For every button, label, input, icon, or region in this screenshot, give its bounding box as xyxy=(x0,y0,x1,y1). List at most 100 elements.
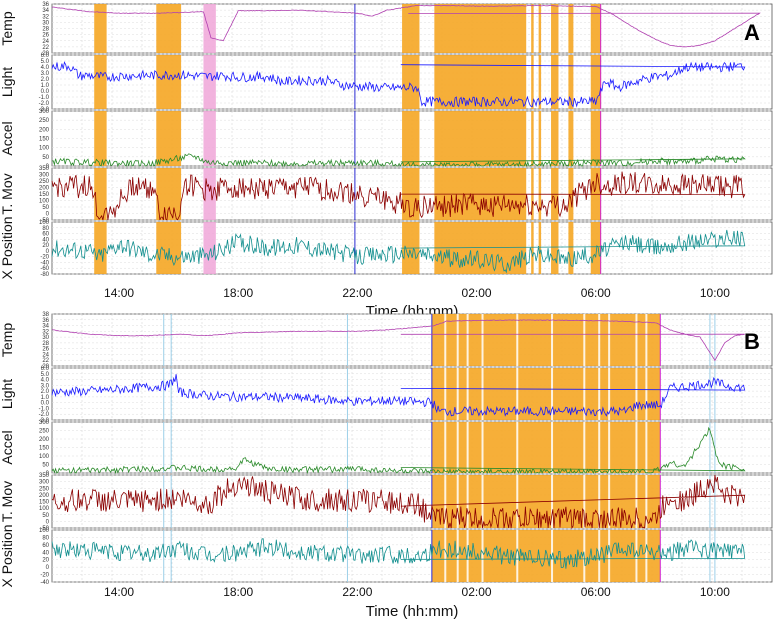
band-gap xyxy=(516,314,519,366)
y-tick-label: 100 xyxy=(39,528,50,534)
y-tick-label: 100 xyxy=(39,146,50,152)
active-period-band xyxy=(156,168,182,220)
y-tick-label: 24 xyxy=(42,39,49,45)
y-axis-label: Light xyxy=(0,67,15,97)
y-tick-label: 100 xyxy=(39,454,50,460)
active-period-band xyxy=(590,4,601,53)
y-tick-label: 20 xyxy=(42,364,49,370)
x-axis-title: Time (hh:mm) xyxy=(366,603,459,620)
active-period-band xyxy=(94,55,107,109)
y-tick-label: 150 xyxy=(39,137,50,143)
y-tick-label: 30 xyxy=(42,335,49,341)
y-tick-label: 100 xyxy=(39,220,50,226)
active-period-band xyxy=(431,530,661,582)
band-gap xyxy=(608,368,611,420)
band-gap xyxy=(583,422,586,473)
y-tick-label: 4.0 xyxy=(41,65,50,71)
y-tick-label: 250 xyxy=(39,429,50,435)
active-period-band xyxy=(531,222,534,274)
y-tick-label: 150 xyxy=(39,500,50,506)
y-tick-label: 38 xyxy=(42,312,49,318)
y-tick-label: 60 xyxy=(42,232,49,238)
pink-period-band xyxy=(203,222,216,274)
y-tick-label: 36 xyxy=(42,2,49,8)
y-axis-label: X Position xyxy=(0,216,15,279)
active-period-band xyxy=(538,222,542,274)
x-tick-label: 14:00 xyxy=(104,286,134,300)
band-gap xyxy=(481,475,484,528)
active-period-band xyxy=(402,55,420,109)
band-gap xyxy=(645,422,648,473)
band-gap xyxy=(444,368,447,420)
y-tick-label: 40 xyxy=(42,237,49,243)
active-period-band xyxy=(531,4,534,53)
y-tick-label: -1.0 xyxy=(39,95,50,101)
y-tick-label: 1.0 xyxy=(41,395,50,401)
x-tick-label: 18:00 xyxy=(223,286,253,300)
band-gap xyxy=(444,530,447,582)
y-tick-label: 5.0 xyxy=(41,372,50,378)
active-period-band xyxy=(402,4,420,53)
y-tick-label: -3.0 xyxy=(39,107,50,113)
band-gap xyxy=(481,368,484,420)
band-gap xyxy=(551,314,554,366)
y-tick-label: 2.0 xyxy=(41,389,50,395)
pink-period-band xyxy=(203,4,216,53)
y-tick-label: 50 xyxy=(42,155,49,161)
y-tick-label: -2.0 xyxy=(39,101,50,107)
active-period-band xyxy=(94,222,107,274)
band-gap xyxy=(466,368,469,420)
band-gap xyxy=(456,422,459,473)
y-tick-label: 200 xyxy=(39,186,50,192)
active-period-band xyxy=(94,111,107,166)
band-gap xyxy=(598,368,601,420)
y-tick-label: 150 xyxy=(39,446,50,452)
y-tick-label: 0.0 xyxy=(41,89,50,95)
active-period-band xyxy=(431,314,661,366)
y-tick-label: -50 xyxy=(40,526,49,532)
series-line-accel xyxy=(51,153,746,168)
x-tick-label: 10:00 xyxy=(700,286,730,300)
pink-period-band xyxy=(203,111,216,166)
y-tick-label: 300 xyxy=(39,109,50,115)
y-tick-label: 20 xyxy=(42,558,49,564)
y-tick-label: 350 xyxy=(39,166,50,172)
x-tick-label: 18:00 xyxy=(223,585,253,599)
y-tick-label: 100 xyxy=(39,506,50,512)
x-tick-label: 06:00 xyxy=(581,286,611,300)
y-tick-label: 0 xyxy=(46,212,50,218)
band-gap xyxy=(481,422,484,473)
y-tick-label: 200 xyxy=(39,127,50,133)
band-gap xyxy=(456,314,459,366)
series-line-t-mov xyxy=(51,171,746,221)
active-period-band xyxy=(402,111,420,166)
y-tick-label: 22 xyxy=(42,45,49,51)
subplot-light: 6.05.04.03.02.01.00.0-1.0-2.0-3.0 Light xyxy=(0,366,773,424)
series-line-light xyxy=(51,374,746,417)
band-gap xyxy=(598,314,601,366)
y-tick-label: 20 xyxy=(42,243,49,249)
active-period-band xyxy=(590,111,601,166)
active-period-band xyxy=(434,111,527,166)
y-tick-label: 300 xyxy=(39,173,50,179)
active-period-band xyxy=(531,111,534,166)
y-tick-label: 50 xyxy=(42,463,49,469)
band-gap xyxy=(456,530,459,582)
series-line-light xyxy=(51,61,746,108)
y-tick-label: 80 xyxy=(42,535,49,541)
band-gap xyxy=(583,475,586,528)
active-period-band xyxy=(156,4,182,53)
y-tick-label: 0.0 xyxy=(41,401,50,407)
active-period-band xyxy=(94,4,107,53)
x-tick-label: 22:00 xyxy=(342,286,372,300)
band-gap xyxy=(583,368,586,420)
y-tick-label: 24 xyxy=(42,352,49,358)
y-tick-label: 6.0 xyxy=(41,53,50,59)
y-tick-label: 34 xyxy=(42,324,49,330)
y-tick-label: 60 xyxy=(42,543,49,549)
band-gap xyxy=(551,368,554,420)
active-period-band xyxy=(434,4,527,53)
series-line-t-mov xyxy=(51,474,746,530)
